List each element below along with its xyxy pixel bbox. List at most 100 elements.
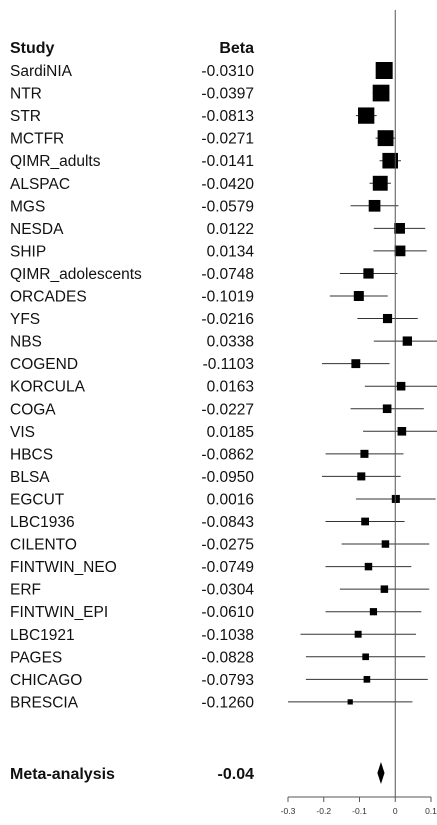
study-name: YFS xyxy=(10,311,40,328)
effect-marker xyxy=(381,585,388,592)
study-name: LBC1921 xyxy=(10,627,75,644)
study-name: STR xyxy=(10,108,41,125)
study-name: QIMR_adolescents xyxy=(10,266,142,283)
study-beta: -0.1260 xyxy=(201,694,254,711)
study-beta: -0.0748 xyxy=(201,266,254,283)
study-name: LBC1936 xyxy=(10,514,75,531)
effect-marker xyxy=(378,130,394,146)
study-beta: -0.0397 xyxy=(201,86,254,103)
x-tick-label: 0.1 xyxy=(425,806,437,816)
study-name: CHICAGO xyxy=(10,672,82,689)
study-name: NTR xyxy=(10,86,42,103)
study-name: BLSA xyxy=(10,469,50,486)
x-tick-label: -0.1 xyxy=(352,806,367,816)
study-rows: SardiNIA -0.0310 NTR -0.0397 STR -0.0813 MCTFR… xyxy=(10,63,254,711)
effect-marker xyxy=(382,540,389,547)
effect-marker xyxy=(395,246,406,257)
x-axis: -0.3 -0.2 -0.1 0 0.1 xyxy=(281,10,437,816)
effect-marker xyxy=(383,314,392,323)
study-beta: -0.0141 xyxy=(201,153,254,170)
effect-marker xyxy=(358,107,374,123)
study-name: BRESCIA xyxy=(10,694,79,711)
meta-analysis-row: Meta-analysis -0.04 xyxy=(10,762,385,784)
effect-marker xyxy=(348,699,353,704)
study-name: FINTWIN_NEO xyxy=(10,559,117,576)
study-name: HBCS xyxy=(10,446,53,463)
study-name: COGA xyxy=(10,401,56,418)
study-beta: -0.1103 xyxy=(203,356,254,373)
effect-marker xyxy=(364,676,371,683)
beta-column-header: Beta xyxy=(219,40,254,57)
study-beta: 0.0134 xyxy=(207,243,255,260)
study-name: SHIP xyxy=(10,243,46,260)
study-name: ORCADES xyxy=(10,289,87,306)
effect-marker xyxy=(392,495,400,503)
study-beta: 0.0338 xyxy=(207,334,254,351)
study-beta: -0.0813 xyxy=(201,108,254,125)
effect-marker xyxy=(397,382,406,391)
effect-marker xyxy=(357,472,365,480)
effect-marker xyxy=(365,563,372,570)
effect-marker xyxy=(360,450,368,458)
study-markers xyxy=(288,62,437,705)
x-tick-label: 0 xyxy=(393,806,398,816)
study-beta: -0.0216 xyxy=(201,311,254,328)
effect-marker xyxy=(394,223,405,234)
study-beta: -0.1038 xyxy=(201,627,254,644)
study-beta: -0.0950 xyxy=(201,469,254,486)
study-beta: -0.0227 xyxy=(201,401,254,418)
study-beta: -0.0271 xyxy=(201,131,254,148)
study-name: KORCULA xyxy=(10,379,86,396)
effect-marker xyxy=(363,268,373,278)
study-beta: 0.0185 xyxy=(207,424,254,441)
study-name: CILENTO xyxy=(10,537,77,554)
study-beta: -0.0843 xyxy=(201,514,254,531)
study-name: PAGES xyxy=(10,649,62,666)
study-name: ALSPAC xyxy=(10,176,70,193)
study-beta: -0.0862 xyxy=(201,446,254,463)
effect-marker xyxy=(398,427,407,436)
study-beta: -0.0304 xyxy=(201,582,254,599)
study-beta: -0.0420 xyxy=(201,176,254,193)
study-name: VIS xyxy=(10,424,35,441)
study-beta: -0.0275 xyxy=(201,537,254,554)
study-name: FINTWIN_EPI xyxy=(10,604,108,621)
effect-marker xyxy=(351,359,360,368)
study-name: SardiNIA xyxy=(10,63,73,80)
meta-analysis-beta: -0.04 xyxy=(218,766,255,783)
x-tick-label: -0.2 xyxy=(316,806,331,816)
study-column-header: Study xyxy=(10,40,55,57)
effect-marker xyxy=(403,336,412,345)
study-name: ERF xyxy=(10,582,41,599)
effect-marker xyxy=(369,200,381,212)
meta-analysis-diamond xyxy=(377,762,384,784)
study-name: MCTFR xyxy=(10,131,64,148)
study-beta: 0.0163 xyxy=(207,379,254,396)
effect-marker xyxy=(354,291,364,301)
study-name: COGEND xyxy=(10,356,78,373)
study-beta: -0.0610 xyxy=(201,604,254,621)
effect-marker xyxy=(355,631,362,638)
study-name: QIMR_adults xyxy=(10,153,101,170)
effect-marker xyxy=(376,62,393,79)
study-beta: -0.0310 xyxy=(201,63,254,80)
effect-marker xyxy=(361,518,369,526)
x-tick-label: -0.3 xyxy=(281,806,296,816)
study-name: MGS xyxy=(10,198,45,215)
study-beta: -0.1019 xyxy=(201,289,254,306)
study-beta: -0.0749 xyxy=(201,559,254,576)
study-name: NBS xyxy=(10,334,42,351)
study-beta: -0.0828 xyxy=(201,649,254,666)
meta-analysis-label: Meta-analysis xyxy=(10,766,115,783)
study-beta: -0.0579 xyxy=(201,198,254,215)
study-name: NESDA xyxy=(10,221,64,238)
study-name: EGCUT xyxy=(10,491,65,508)
study-beta: 0.0122 xyxy=(207,221,254,238)
effect-marker xyxy=(370,608,377,615)
effect-marker xyxy=(383,404,392,413)
study-beta: 0.0016 xyxy=(207,491,254,508)
effect-marker xyxy=(362,653,369,660)
effect-marker xyxy=(373,85,390,102)
study-beta: -0.0793 xyxy=(201,672,254,689)
